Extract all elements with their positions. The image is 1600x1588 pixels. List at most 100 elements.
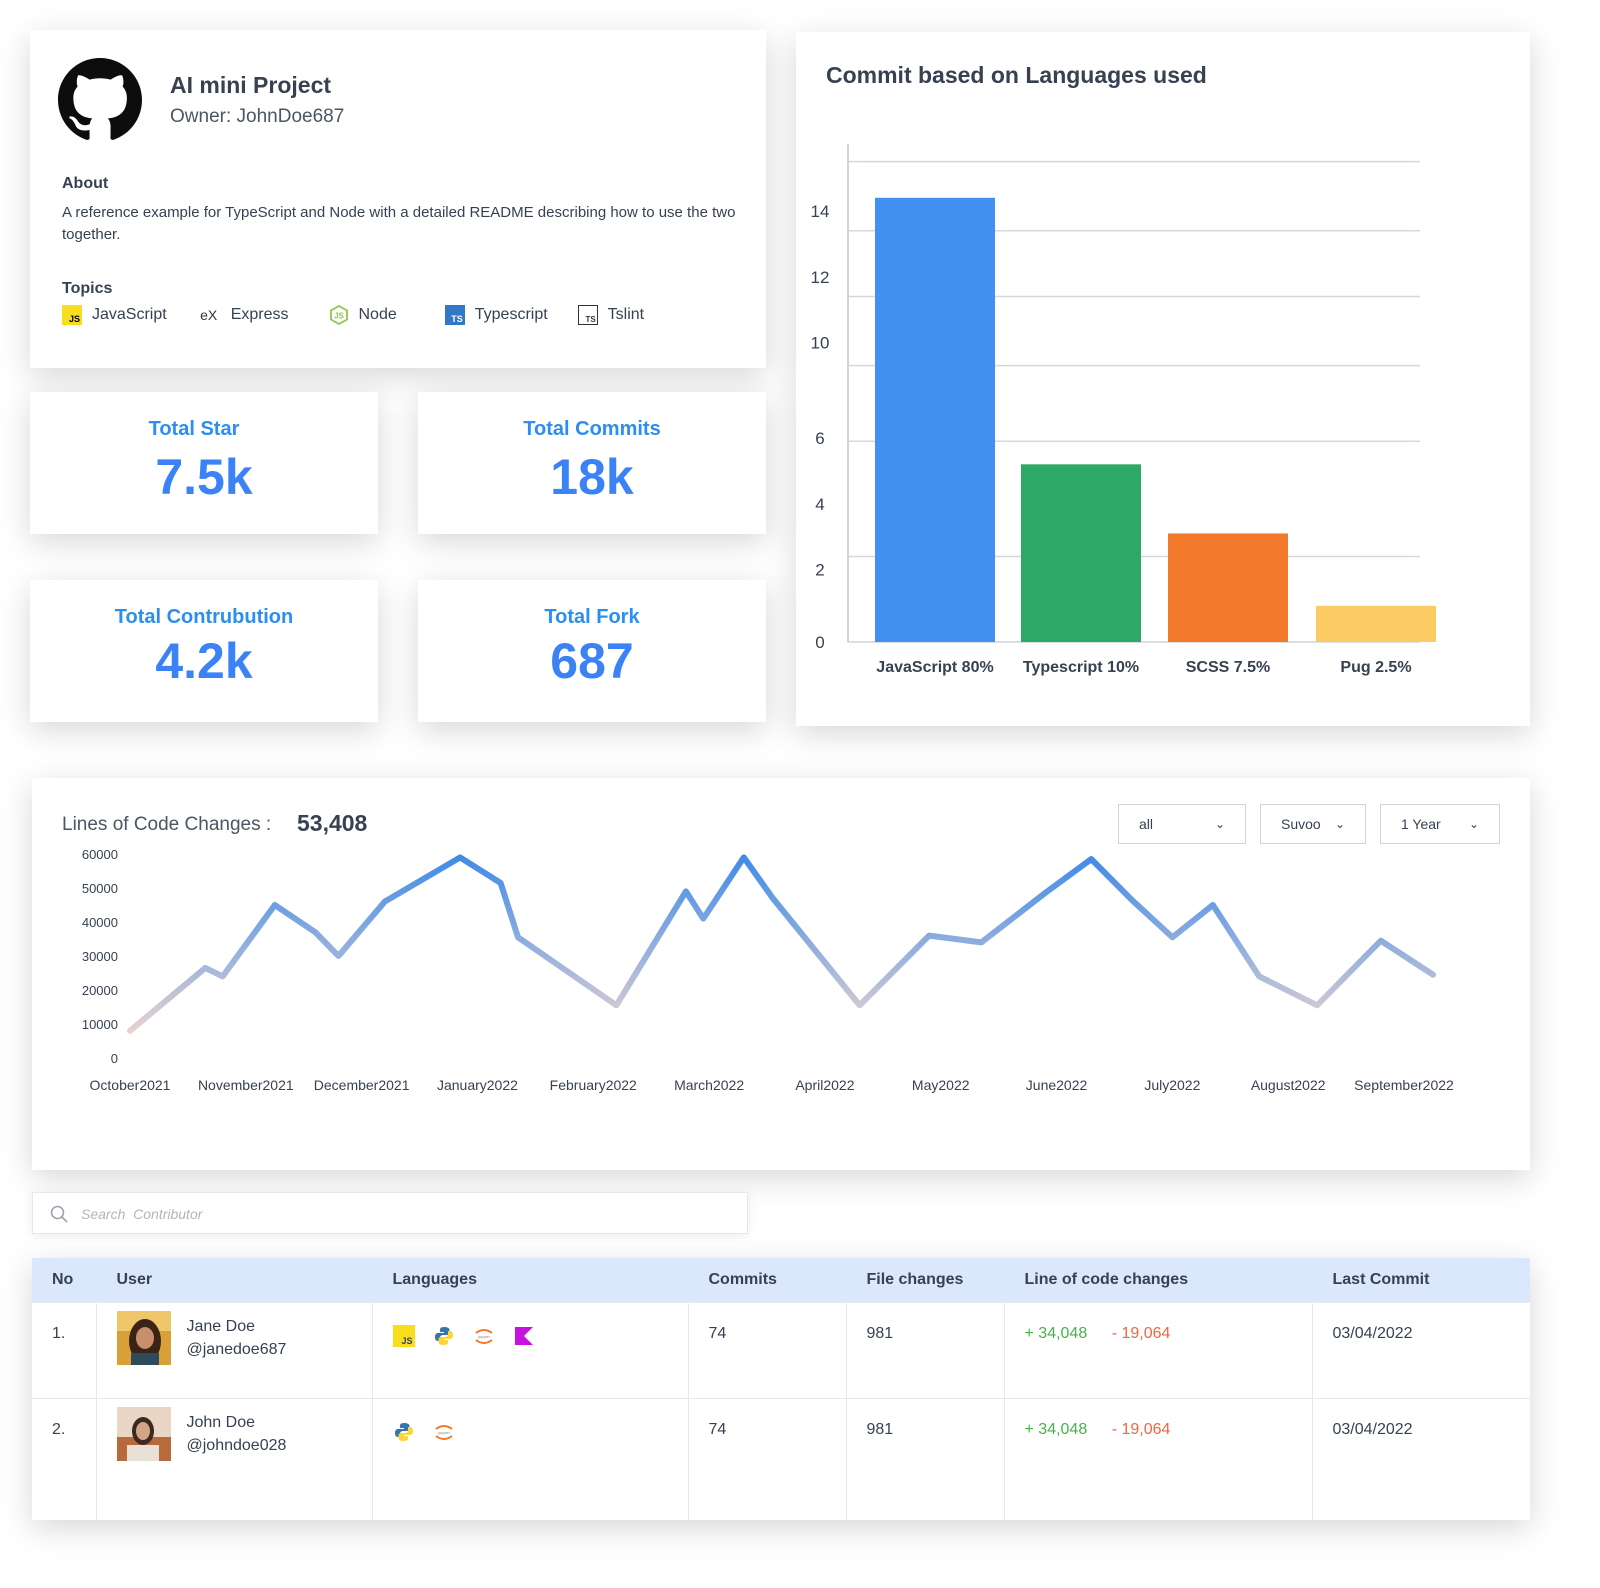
- search-input[interactable]: [81, 1199, 721, 1229]
- bar[interactable]: [1168, 533, 1288, 642]
- total-star-card: Total Star 7.5k: [30, 392, 378, 534]
- data-point[interactable]: [1129, 897, 1135, 903]
- user-select[interactable]: Suvoo ⌄: [1260, 804, 1366, 844]
- total-fork-card: Total Fork 687: [418, 580, 766, 722]
- y-tick-label: 10: [811, 334, 830, 353]
- data-point[interactable]: [770, 895, 776, 901]
- topic-label: Typescript: [474, 306, 548, 323]
- file-changes-cell: 981: [846, 1301, 1005, 1398]
- total-commits-card: Total Commits 18k: [418, 392, 766, 534]
- col-header-no[interactable]: No: [52, 1270, 74, 1288]
- data-point[interactable]: [202, 965, 208, 971]
- tslint-icon: TS: [577, 305, 598, 325]
- topic-express[interactable]: eX Express: [197, 305, 289, 325]
- y-tick-label: 10000: [82, 1017, 118, 1032]
- data-point[interactable]: [1378, 938, 1384, 944]
- x-tick-label: March2022: [674, 1077, 744, 1093]
- total-commits-label: Total Commits: [523, 418, 661, 440]
- user-name[interactable]: Jane Doe: [186, 1317, 256, 1335]
- y-tick-label: 50000: [82, 881, 118, 896]
- data-point[interactable]: [700, 916, 706, 922]
- topic-javascript[interactable]: JS JavaScript: [62, 305, 167, 325]
- x-tick-label: August2022: [1251, 1077, 1326, 1093]
- col-header-commits[interactable]: Commits: [708, 1270, 777, 1288]
- project-owner: Owner: JohnDoe687: [170, 106, 345, 127]
- data-point[interactable]: [457, 854, 463, 860]
- data-point[interactable]: [272, 902, 278, 908]
- data-point[interactable]: [515, 934, 521, 940]
- total-star-value: 7.5k: [155, 449, 253, 505]
- x-tick-label: October2021: [90, 1077, 171, 1093]
- data-point[interactable]: [1256, 973, 1262, 979]
- x-tick-label: December2021: [314, 1077, 410, 1093]
- topic-node[interactable]: JS Node: [329, 305, 397, 325]
- series-line[interactable]: [127, 854, 1436, 1034]
- y-tick-label: 4: [815, 495, 824, 514]
- project-title: AI mini Project: [170, 72, 332, 98]
- col-header-last-commit[interactable]: Last Commit: [1332, 1270, 1430, 1288]
- avatar[interactable]: [116, 1406, 171, 1461]
- line-chart: 0 10000 20000 30000 40000 50000 60000 October20…: [82, 847, 1454, 1093]
- data-point[interactable]: [741, 854, 747, 860]
- lines-added: + 34,048: [1024, 1420, 1088, 1438]
- loc-changes-card: Lines of Code Changes : 53,408 all ⌄ Suv…: [32, 778, 1530, 1170]
- data-point[interactable]: [312, 929, 318, 935]
- col-header-user[interactable]: User: [116, 1270, 153, 1288]
- data-point[interactable]: [1430, 972, 1436, 978]
- data-point[interactable]: [127, 1028, 133, 1034]
- data-point[interactable]: [382, 899, 388, 905]
- period-select[interactable]: 1 Year ⌄: [1380, 804, 1500, 844]
- user-handle[interactable]: @johndoe028: [186, 1436, 287, 1454]
- y-tick-label: 30000: [82, 949, 118, 964]
- data-point[interactable]: [1314, 1002, 1320, 1008]
- data-point[interactable]: [926, 933, 932, 939]
- data-point[interactable]: [1169, 934, 1175, 940]
- data-point[interactable]: [613, 1002, 619, 1008]
- topic-typescript[interactable]: TS Typescript: [444, 305, 548, 325]
- topic-tslint[interactable]: TS Tslint: [577, 305, 645, 325]
- data-point[interactable]: [1210, 902, 1216, 908]
- contributor-search[interactable]: [32, 1192, 748, 1234]
- topic-label: Express: [230, 306, 289, 323]
- python-icon: [434, 1326, 453, 1345]
- avatar[interactable]: [116, 1310, 171, 1365]
- data-point[interactable]: [335, 953, 341, 959]
- data-point[interactable]: [978, 939, 984, 945]
- row-number: 2.: [32, 1397, 97, 1520]
- bar[interactable]: [1021, 464, 1141, 642]
- total-contribution-label: Total Contrubution: [114, 606, 294, 628]
- js-icon: JS: [62, 305, 82, 325]
- user-name[interactable]: John Doe: [186, 1413, 256, 1431]
- data-point[interactable]: [220, 973, 226, 979]
- data-point[interactable]: [683, 888, 689, 894]
- row-number: 1.: [32, 1301, 97, 1398]
- user-handle[interactable]: @janedoe687: [186, 1340, 287, 1358]
- topic-label: Tslint: [607, 306, 645, 323]
- jupyter-icon: jupyter: [474, 1328, 493, 1344]
- total-commits-value: 18k: [550, 449, 634, 505]
- chevron-down-icon: ⌄: [1214, 817, 1225, 831]
- bar[interactable]: [875, 197, 995, 642]
- x-tick-label: Pug 2.5%: [1340, 659, 1411, 676]
- user-select-value: Suvoo: [1281, 816, 1321, 832]
- col-header-languages[interactable]: Languages: [392, 1270, 477, 1288]
- node-icon: JS: [329, 305, 348, 325]
- kotlin-icon: [514, 1326, 533, 1345]
- col-header-loc-changes[interactable]: Line of code changes: [1024, 1270, 1189, 1288]
- data-point[interactable]: [498, 880, 504, 886]
- about-text: A reference example for TypeScript and N…: [62, 204, 736, 243]
- data-point[interactable]: [1088, 856, 1094, 862]
- table-row[interactable]: 1. Jane Doe @janedoe687: [32, 1301, 1530, 1398]
- scope-select[interactable]: all ⌄: [1118, 804, 1246, 844]
- bar[interactable]: [1316, 605, 1436, 642]
- scope-select-value: all: [1139, 816, 1154, 832]
- typescript-icon: TS: [444, 305, 465, 325]
- table-row[interactable]: 2. John Doe @johndoe028: [32, 1397, 1530, 1520]
- y-tick-label: 14: [811, 202, 830, 221]
- topic-label: Node: [358, 306, 397, 323]
- col-header-file-changes[interactable]: File changes: [866, 1270, 964, 1288]
- topics-heading: Topics: [62, 280, 113, 297]
- github-icon: [58, 58, 142, 140]
- data-point[interactable]: [857, 1002, 863, 1008]
- data-point[interactable]: [1042, 890, 1048, 896]
